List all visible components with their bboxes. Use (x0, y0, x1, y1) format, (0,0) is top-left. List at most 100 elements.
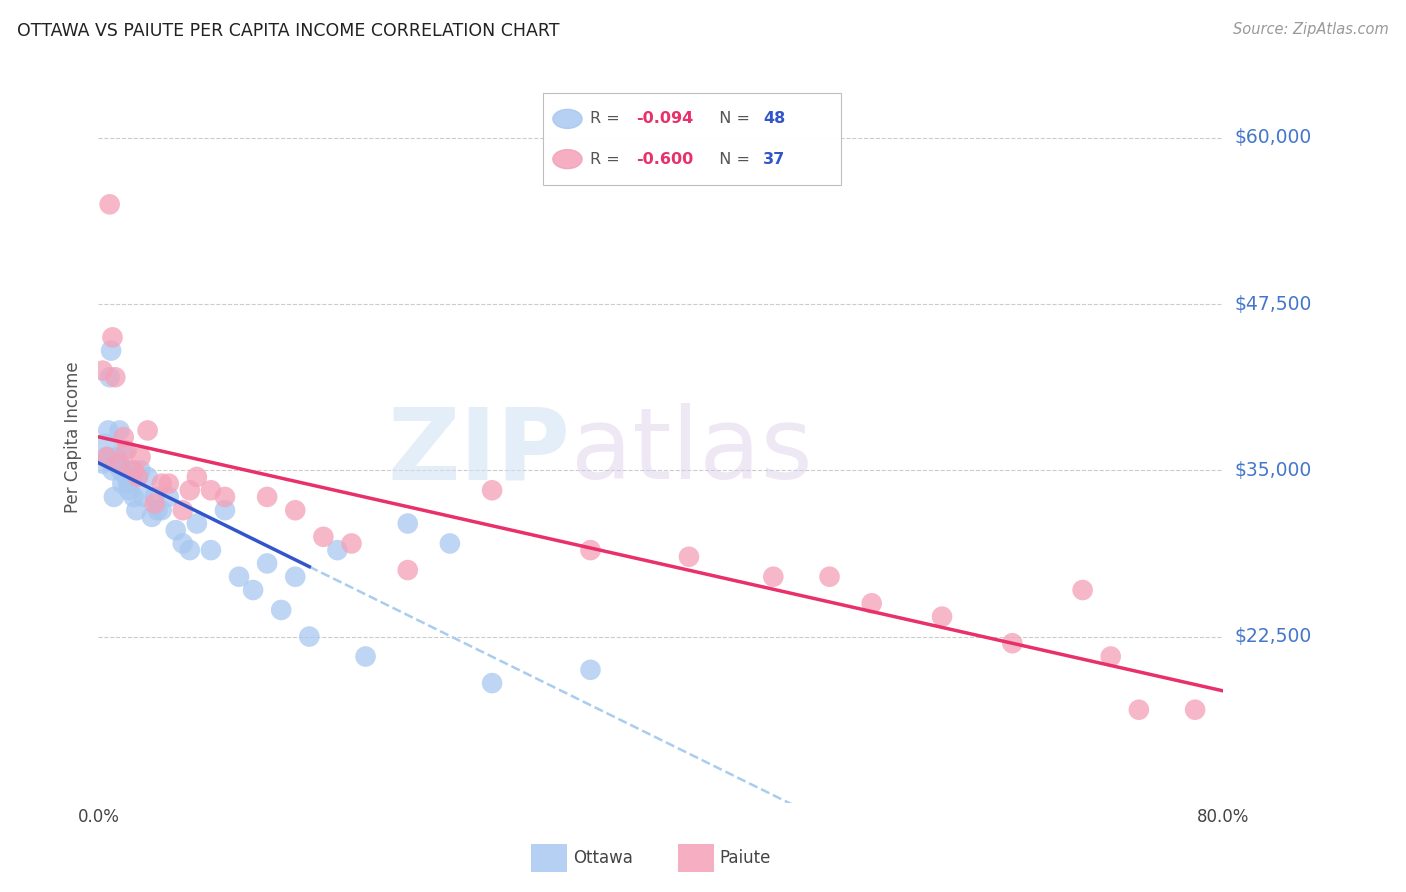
Point (94, 436, 117, 450)
Point (117, 476, 139, 491)
Point (179, 543, 201, 558)
Point (101, 463, 124, 477)
Point (129, 463, 152, 477)
Point (1099, 649, 1122, 664)
Point (143, 497, 166, 511)
Point (396, 563, 419, 577)
Point (284, 570, 307, 584)
Point (354, 649, 377, 664)
Point (396, 516, 419, 531)
Point (120, 463, 142, 477)
Point (129, 450, 152, 464)
FancyBboxPatch shape (543, 94, 841, 185)
Point (270, 603, 292, 617)
Point (186, 470, 208, 484)
Point (340, 536, 363, 550)
Point (141, 509, 163, 524)
Point (157, 490, 180, 504)
Point (150, 503, 173, 517)
Point (112, 443, 135, 458)
Point (312, 530, 335, 544)
Point (481, 483, 503, 498)
Text: Paiute: Paiute (720, 848, 770, 867)
Point (298, 630, 321, 644)
Point (172, 503, 194, 517)
Point (214, 490, 236, 504)
Point (122, 490, 145, 504)
Point (98, 197, 121, 211)
Point (284, 503, 307, 517)
Point (186, 516, 208, 531)
Text: OTTAWA VS PAIUTE PER CAPITA INCOME CORRELATION CHART: OTTAWA VS PAIUTE PER CAPITA INCOME CORRE… (17, 22, 560, 40)
Point (97, 424, 120, 438)
Point (579, 663, 602, 677)
Point (762, 570, 785, 584)
FancyBboxPatch shape (531, 844, 568, 871)
Point (481, 676, 503, 690)
Point (931, 609, 953, 624)
Point (118, 483, 141, 498)
Text: $60,000: $60,000 (1234, 128, 1312, 147)
Point (96, 450, 118, 464)
Point (127, 470, 149, 484)
Point (114, 463, 136, 477)
Text: ZIP: ZIP (388, 403, 571, 500)
Point (132, 490, 155, 504)
Point (1071, 582, 1094, 597)
Point (678, 549, 700, 564)
Point (165, 523, 187, 537)
Point (439, 536, 461, 550)
Point (256, 490, 278, 504)
Text: 37: 37 (763, 152, 786, 167)
Point (1001, 636, 1024, 650)
Point (818, 570, 841, 584)
Text: $47,500: $47,500 (1234, 294, 1312, 314)
Point (157, 476, 180, 491)
Point (110, 463, 132, 477)
Text: Source: ZipAtlas.com: Source: ZipAtlas.com (1233, 22, 1389, 37)
Point (172, 536, 194, 550)
Point (1184, 703, 1206, 717)
Text: Ottawa: Ottawa (574, 848, 633, 867)
Point (1128, 703, 1150, 717)
Point (127, 470, 149, 484)
Point (96, 450, 118, 464)
Point (112, 430, 135, 444)
Text: atlas: atlas (571, 403, 813, 500)
Text: $35,000: $35,000 (1234, 461, 1312, 480)
Point (125, 503, 148, 517)
Point (108, 457, 131, 471)
Text: N =: N = (709, 112, 755, 127)
Circle shape (553, 150, 582, 169)
Point (146, 503, 169, 517)
Point (228, 570, 250, 584)
Point (115, 443, 138, 458)
Point (100, 343, 122, 358)
Point (104, 457, 127, 471)
Point (115, 470, 138, 484)
FancyBboxPatch shape (678, 844, 714, 871)
Point (98, 370, 121, 384)
Point (200, 483, 222, 498)
Point (108, 424, 131, 438)
Text: R =: R = (591, 112, 624, 127)
Text: $22,500: $22,500 (1234, 627, 1312, 646)
Point (242, 582, 264, 597)
Point (122, 463, 145, 477)
Point (104, 370, 127, 384)
Point (136, 424, 159, 438)
Point (136, 470, 159, 484)
Point (200, 543, 222, 558)
Point (150, 476, 173, 491)
Point (214, 503, 236, 517)
Y-axis label: Per Capita Income: Per Capita Income (65, 361, 83, 513)
Point (256, 557, 278, 571)
Text: R =: R = (591, 152, 624, 167)
Point (179, 483, 201, 498)
Text: -0.094: -0.094 (636, 112, 693, 127)
Point (91, 363, 114, 377)
Text: 48: 48 (763, 112, 786, 127)
Text: N =: N = (709, 152, 755, 167)
Point (579, 543, 602, 558)
Point (91, 457, 114, 471)
